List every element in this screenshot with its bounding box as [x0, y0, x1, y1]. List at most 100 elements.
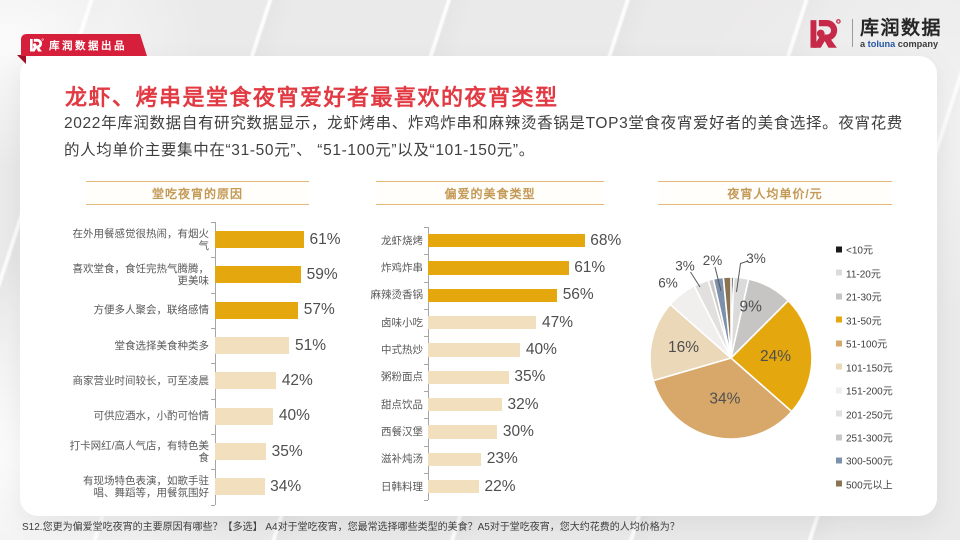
legend-item: 51-100元 — [836, 336, 887, 351]
bar-category-label: 方便多人聚会，联络感情 — [93, 304, 210, 317]
bar-value-label: 47% — [542, 313, 574, 331]
legend-label: 51-100元 — [846, 339, 888, 351]
axis-tick — [210, 221, 215, 223]
axis-tick — [210, 363, 215, 365]
axis-tick — [210, 398, 215, 400]
bar — [428, 315, 537, 330]
legend-label: 500元以上 — [846, 480, 893, 492]
bar-category-label: 有现场特色表演，如歌手驻唱、舞蹈等，用餐氛围好 — [83, 474, 209, 499]
legend-item: 101-150元 — [836, 359, 893, 374]
axis-tick — [423, 336, 428, 338]
bar — [215, 478, 265, 496]
bar-value-label: 51% — [294, 336, 326, 354]
legend-swatch — [836, 316, 842, 323]
bar-category-label: 日韩料理 — [381, 480, 423, 493]
bar-category-label: 在外用餐感觉很热闹，有烟火气 — [72, 227, 210, 252]
axis-tick — [423, 308, 428, 310]
bar — [428, 370, 509, 385]
bar-value-label: 40% — [525, 340, 557, 358]
bar — [215, 231, 305, 249]
legend-label: 151-200元 — [846, 386, 893, 398]
bar-category-label: 滋补炖汤 — [381, 453, 423, 466]
legend-item: 500元以上 — [836, 476, 893, 491]
category-axis — [214, 221, 216, 505]
legend-item: 151-200元 — [836, 383, 893, 398]
axis-tick — [423, 500, 428, 502]
bar-value-label: 30% — [502, 422, 534, 440]
kr-logo-icon — [809, 18, 843, 49]
bar-category-label: 卤味小吃 — [381, 316, 423, 329]
legend-item: 201-250元 — [836, 406, 893, 421]
bar — [428, 233, 585, 248]
bar — [215, 301, 299, 319]
legend-label: 201-250元 — [846, 410, 893, 422]
ribbon-fold — [17, 55, 26, 64]
axis-tick — [423, 227, 428, 228]
legend-swatch — [836, 410, 842, 417]
bar — [215, 337, 290, 355]
bar-value-label: 22% — [484, 477, 516, 495]
axis-tick — [423, 390, 428, 392]
legend-label: 251-300元 — [846, 433, 893, 445]
bar-value-label: 57% — [303, 301, 335, 319]
bar — [215, 443, 267, 461]
intro-paragraph: 2022年库润数据自有研究数据显示，龙虾烤串、炸鸡炸串和麻辣烫香锅是TOP3堂食… — [64, 115, 903, 159]
legend-label: 21-30元 — [846, 292, 882, 304]
brand-tagline: a toluna company — [860, 39, 942, 49]
logo-divider — [851, 19, 853, 47]
axis-tick — [210, 257, 215, 259]
axis-tick — [210, 469, 215, 471]
legend-label: 101-150元 — [846, 363, 893, 375]
legend-swatch — [836, 457, 842, 464]
bar — [428, 479, 479, 494]
page-title: 龙虾、烤串是堂食夜宵爱好者最喜欢的夜宵类型 — [65, 85, 559, 110]
bar-category-label: 喜欢堂食，食饪完热气腾腾，更美味 — [72, 262, 210, 287]
bar-category-label: 西餐汉堡 — [381, 425, 423, 438]
legend-swatch — [836, 269, 842, 276]
bar-value-label: 56% — [562, 286, 594, 304]
legend-label: <10元 — [846, 245, 873, 257]
legend-swatch — [836, 480, 842, 487]
axis-tick — [423, 418, 428, 420]
bar — [215, 266, 302, 284]
bar — [428, 425, 498, 439]
section-header-reasons: 堂吃夜宵的原因 — [86, 181, 309, 205]
bar-category-label: 打卡网红/高人气店，有特色美食 — [69, 439, 209, 464]
axis-tick — [210, 504, 215, 506]
legend-item: 11-20元 — [836, 265, 881, 280]
legend-swatch — [836, 293, 842, 300]
axis-tick — [423, 445, 428, 447]
legend-label: 11-20元 — [846, 269, 881, 281]
bar-category-label: 中式热炒 — [381, 343, 423, 356]
bar-category-label: 炸鸡炸串 — [381, 262, 423, 275]
bar-value-label: 40% — [278, 407, 310, 425]
bar — [428, 343, 521, 357]
bar — [428, 261, 569, 275]
legend-item: <10元 — [836, 242, 873, 257]
legend-item: 21-30元 — [836, 289, 882, 304]
axis-tick — [210, 433, 215, 435]
axis-tick — [423, 254, 428, 256]
category-axis — [427, 227, 429, 501]
section-header-food-types: 偏爱的美食类型 — [376, 181, 604, 205]
bar-category-label: 甜点饮品 — [381, 398, 423, 411]
bar-value-label: 34% — [270, 477, 302, 495]
tagline-suffix: company — [895, 38, 939, 49]
bar-value-label: 61% — [574, 259, 606, 277]
bar-value-label: 61% — [309, 230, 341, 248]
legend-swatch — [836, 363, 842, 370]
bar-value-label: 32% — [507, 395, 539, 413]
legend-label: 31-50元 — [846, 316, 882, 328]
bar-category-label: 粥粉面点 — [381, 371, 423, 384]
axis-tick — [423, 363, 428, 365]
legend-item: 300-500元 — [836, 453, 893, 468]
bar-value-label: 68% — [590, 231, 622, 249]
bar — [215, 407, 274, 425]
brand-logo: 库润数据 a toluna company — [809, 15, 942, 51]
bar-value-label: 35% — [271, 442, 303, 460]
bar-category-label: 商家营业时间较长，可至凌晨 — [72, 374, 210, 387]
tagline-brand: toluna — [867, 38, 896, 49]
bar-value-label: 23% — [486, 450, 518, 468]
section-header-price: 夜宵人均单价/元 — [658, 181, 892, 205]
bar-value-label: 59% — [306, 265, 338, 283]
